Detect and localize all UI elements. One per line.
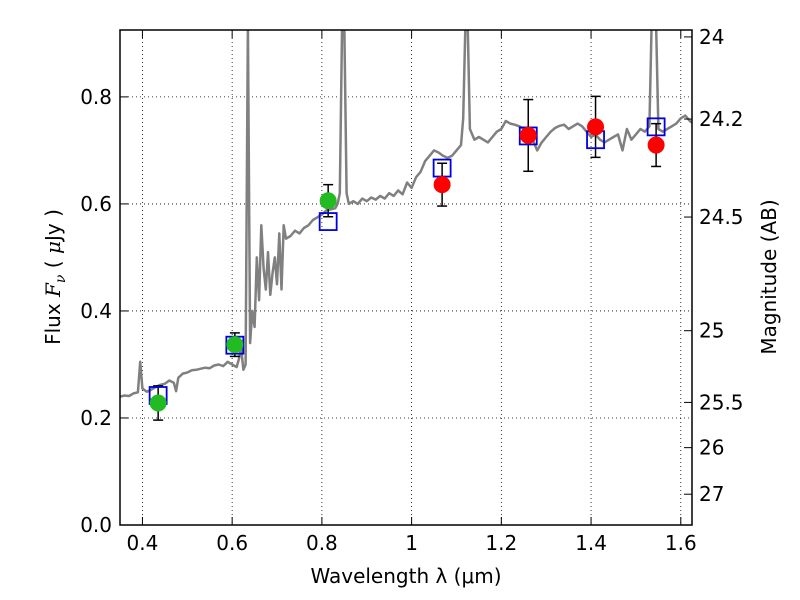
x-tick-label: 0.4 <box>127 531 159 555</box>
y-tick-label: 0.2 <box>80 406 112 430</box>
magnitude-tick-label: 26 <box>699 436 724 460</box>
y-tick-label: 0.4 <box>80 299 112 323</box>
magnitude-tick-label: 24.5 <box>699 205 744 229</box>
magnitude-tick-label: 25 <box>699 319 724 343</box>
observed-point <box>319 192 337 210</box>
observed-point <box>433 176 451 194</box>
x-tick-label: 0.8 <box>306 531 338 555</box>
model-photometry-square <box>646 117 666 137</box>
plot-layer <box>120 30 692 398</box>
observed-point <box>149 394 167 412</box>
model-sed-line <box>120 30 692 398</box>
y-axis-label: Flux Fν ( μJy ) <box>41 209 69 345</box>
x-tick-label: 1 <box>405 531 418 555</box>
marker-layer <box>148 95 666 421</box>
plot-frame <box>119 29 693 526</box>
x-axis-label: Wavelength λ (μm) <box>310 564 501 588</box>
x-tick-label: 1.2 <box>485 531 517 555</box>
observed-point <box>226 336 244 354</box>
ticks: 0.4 0.6 0.8 1 1.2 1.4 1.6 0.0 0.2 0.4 0.6 0.8 24 24.2… <box>80 25 743 555</box>
y-tick-label: 0.0 <box>80 513 112 537</box>
observed-point <box>647 136 665 154</box>
magnitude-tick-label: 24.2 <box>699 107 744 131</box>
x-tick-label: 0.6 <box>216 531 248 555</box>
y-tick-label: 0.8 <box>80 85 112 109</box>
magnitude-tick-label: 27 <box>699 482 724 506</box>
x-tick-label: 1.6 <box>665 531 697 555</box>
y-tick-label: 0.6 <box>80 192 112 216</box>
model-photometry-square <box>318 212 338 231</box>
observed-point <box>519 126 537 144</box>
observed-point <box>587 118 605 136</box>
magnitude-tick-label: 25.5 <box>699 390 744 414</box>
plot-background <box>120 30 692 525</box>
x-tick-label: 1.4 <box>575 531 607 555</box>
magnitude-axis-label: Magnitude (AB) <box>757 199 781 354</box>
magnitude-tick-label: 24 <box>699 25 724 49</box>
